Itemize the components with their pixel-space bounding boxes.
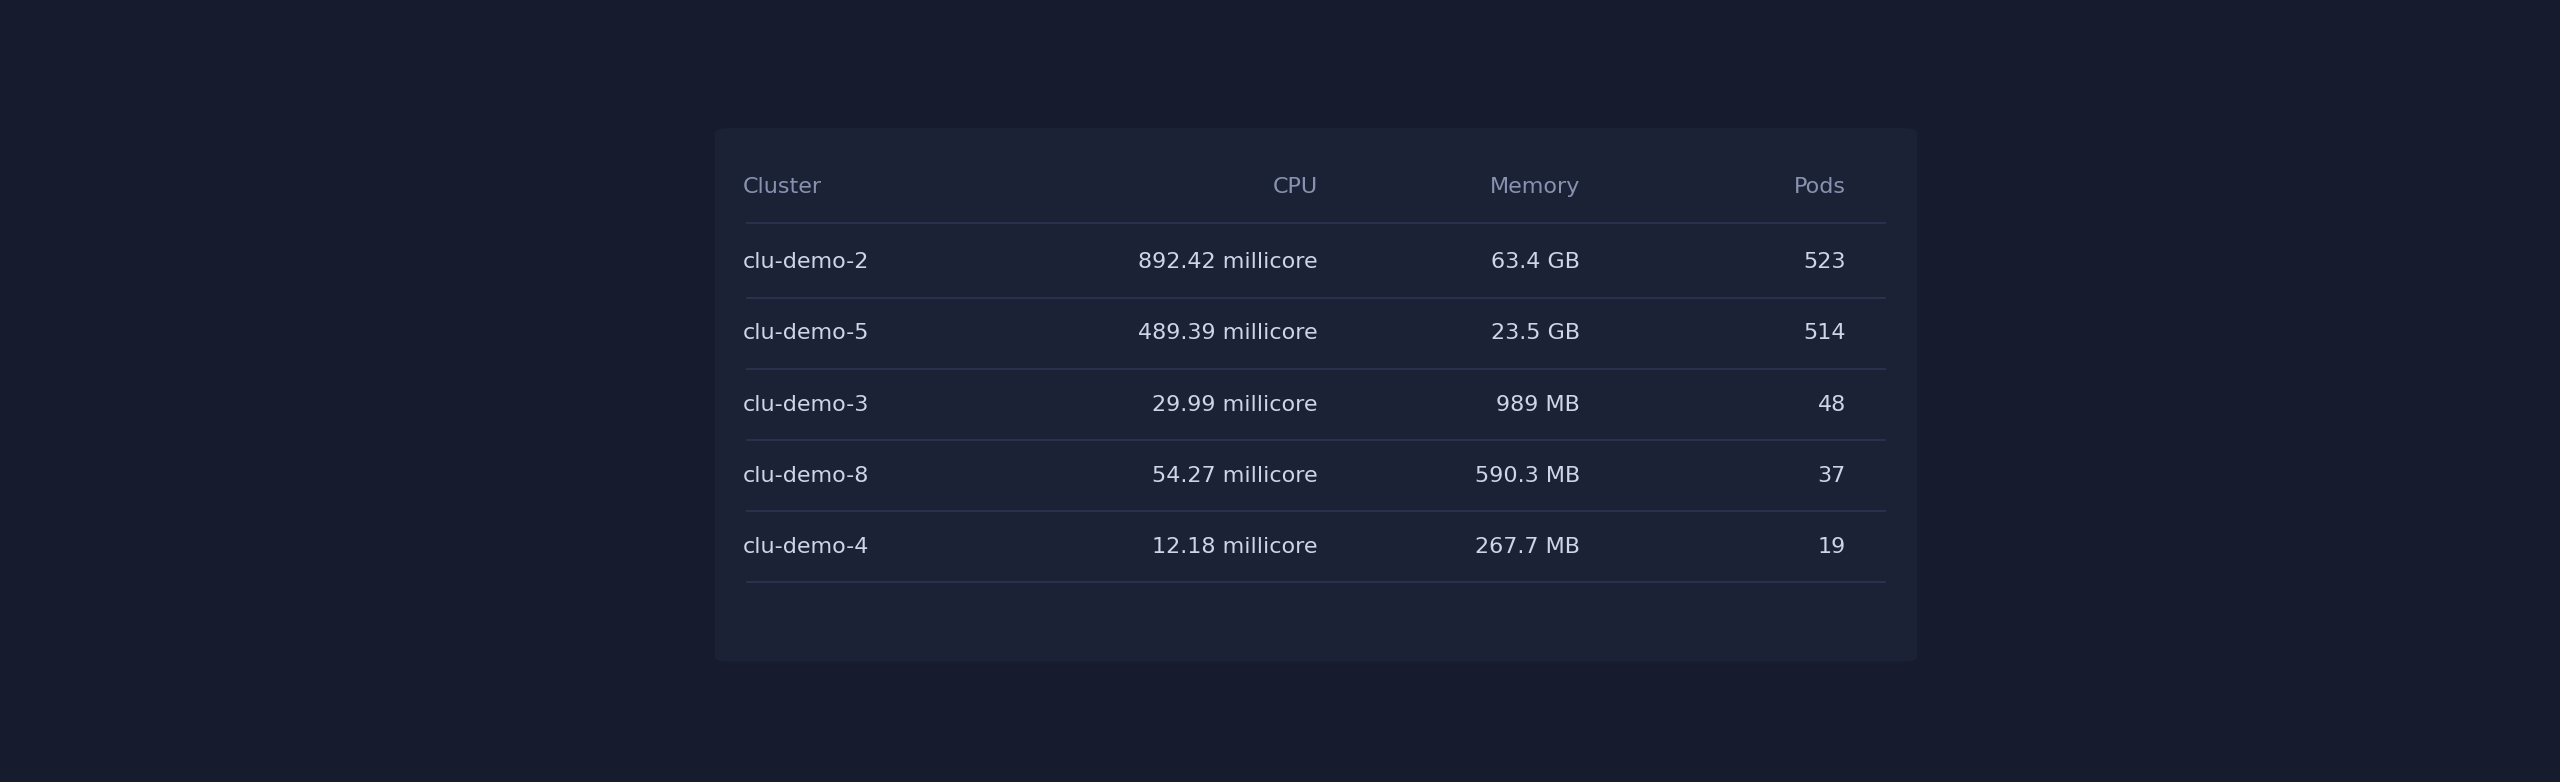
Text: 37: 37 <box>1818 465 1846 486</box>
Text: CPU: CPU <box>1272 178 1318 197</box>
Text: 267.7 MB: 267.7 MB <box>1475 536 1580 557</box>
Text: 12.18 millicore: 12.18 millicore <box>1152 536 1318 557</box>
Text: 54.27 millicore: 54.27 millicore <box>1152 465 1318 486</box>
Text: 489.39 millicore: 489.39 millicore <box>1139 324 1318 343</box>
Text: clu-demo-3: clu-demo-3 <box>742 395 868 414</box>
FancyBboxPatch shape <box>714 128 1917 662</box>
Text: 892.42 millicore: 892.42 millicore <box>1139 253 1318 272</box>
Text: clu-demo-2: clu-demo-2 <box>742 253 868 272</box>
Text: Memory: Memory <box>1490 178 1580 197</box>
Text: 48: 48 <box>1818 395 1846 414</box>
Text: clu-demo-8: clu-demo-8 <box>742 465 868 486</box>
Text: 989 MB: 989 MB <box>1495 395 1580 414</box>
Text: 63.4 GB: 63.4 GB <box>1490 253 1580 272</box>
Text: Cluster: Cluster <box>742 178 822 197</box>
Text: clu-demo-5: clu-demo-5 <box>742 324 868 343</box>
Text: 590.3 MB: 590.3 MB <box>1475 465 1580 486</box>
Text: 523: 523 <box>1802 253 1846 272</box>
Text: 29.99 millicore: 29.99 millicore <box>1152 395 1318 414</box>
Text: clu-demo-4: clu-demo-4 <box>742 536 868 557</box>
Text: 23.5 GB: 23.5 GB <box>1490 324 1580 343</box>
Text: 19: 19 <box>1818 536 1846 557</box>
Text: Pods: Pods <box>1795 178 1846 197</box>
Text: 514: 514 <box>1802 324 1846 343</box>
